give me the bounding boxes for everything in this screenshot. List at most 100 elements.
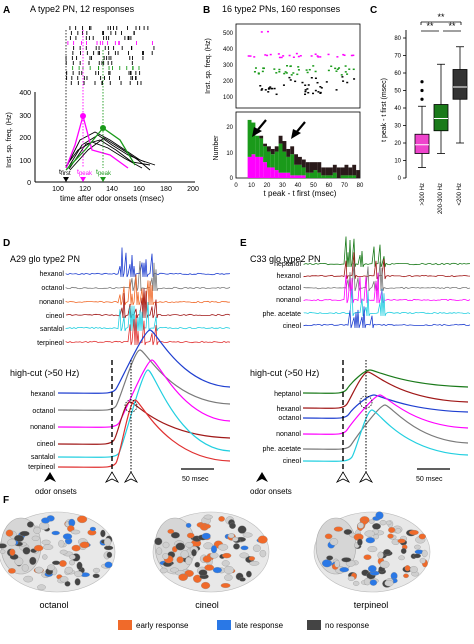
f-glomerulus (364, 530, 375, 537)
b-point-black (289, 79, 292, 81)
b-point-black (319, 86, 322, 88)
b-point-black (261, 88, 264, 90)
a-ytick-1: 100 (19, 158, 31, 165)
a-curve-magenta (65, 113, 129, 169)
b-bar-green (274, 151, 279, 171)
b-bar-magenta (259, 156, 264, 178)
spike-trace (65, 314, 231, 346)
c-ytick: 10 (394, 159, 401, 165)
b-point-black (316, 81, 319, 84)
e-odor-4: phe. acetate (262, 311, 301, 318)
b-point-black (301, 81, 304, 84)
b-bar-magenta (298, 175, 302, 178)
f-glomerulus (347, 576, 355, 581)
f-glomerulus-early (204, 564, 215, 571)
b-point-black (304, 84, 307, 87)
f-map-2 (313, 511, 431, 593)
a-tpeak-arrow-magenta (80, 177, 86, 182)
b-bar-green (348, 175, 353, 178)
b-xtick: 70 (341, 183, 348, 189)
f-glomerulus (385, 520, 392, 526)
f-glomerulus (59, 576, 69, 583)
d-peak-circle (124, 399, 138, 413)
a-peak-dot-green (100, 125, 106, 131)
panel-a-ylabel: Inst. sp. freq. (Hz) (6, 112, 13, 168)
b-point-green (340, 74, 343, 76)
e-odor-2: octanol (278, 285, 301, 292)
b-point-magenta (267, 30, 269, 33)
e-onset-arrows (256, 471, 374, 483)
b-bar-black (317, 162, 322, 173)
b-top-ytick-1: 200 (223, 79, 234, 85)
b-bot-ytick-2: 20 (226, 125, 233, 131)
b-point-green (334, 67, 337, 70)
f-glomerulus-late (62, 533, 73, 540)
f-glomerulus (14, 557, 24, 566)
b-bar-green (255, 135, 260, 157)
f-glomerulus-early (387, 533, 394, 539)
f-glomerulus (0, 549, 6, 554)
panel-d-letter: D (3, 238, 10, 249)
f-glomerulus-early (409, 529, 419, 536)
e-scale-label: 50 msec (416, 476, 443, 483)
f-glomerulus (69, 554, 76, 560)
b-point-green (344, 65, 347, 67)
c-ytick: 40 (394, 106, 401, 112)
f-glomerulus-late (210, 545, 218, 554)
b-point-green (314, 70, 317, 73)
a-xtick-1: 120 (79, 186, 91, 193)
b-point-black (319, 92, 322, 94)
f-glomerulus (41, 539, 51, 545)
b-point-magenta (282, 55, 285, 57)
f-map-1 (152, 511, 270, 593)
f-glomerulus (368, 519, 375, 524)
f-glomerulus-early (324, 533, 333, 540)
a-ytick-4: 400 (19, 90, 31, 97)
b-point-black (259, 85, 262, 87)
b-bar-green (305, 172, 310, 178)
b-point-green (262, 67, 265, 70)
f-glomerulus-none (400, 548, 407, 554)
f-glomerulus (334, 560, 341, 568)
f-glomerulus-none (106, 551, 113, 559)
panel-b-top-frame (235, 23, 361, 109)
b-bar-black (263, 143, 267, 147)
b-top-ytick-0: 100 (223, 95, 234, 101)
b-bar-magenta (282, 172, 287, 178)
d-low-odor-5: terpineol (28, 464, 55, 471)
b-point-black (325, 81, 328, 83)
b-point-green (278, 71, 281, 73)
smoothed-trace (302, 394, 469, 435)
f-glomerulus-none (170, 531, 180, 539)
b-bar-green (298, 164, 302, 176)
f-glomerulus (33, 527, 41, 534)
a-curve-green (65, 127, 136, 171)
d-low-odor-0: hexanol (30, 391, 55, 398)
f-glomerulus-none (22, 547, 31, 555)
f-glomerulus (185, 542, 194, 548)
f-glomerulus (419, 557, 426, 564)
panel-d-lower-labels: hexanol octanol nonanol cineol santalol … (28, 391, 55, 471)
b-bar-black (356, 170, 360, 178)
b-bar-green (259, 138, 264, 157)
f-glomerulus (47, 564, 56, 571)
panel-c-boxes (414, 46, 468, 168)
d-low-odor-4: santalol (31, 454, 56, 461)
f-glomerulus (103, 537, 112, 547)
b-xtick: 40 (295, 183, 302, 189)
d-onset-arrow-filled (44, 472, 56, 482)
e-odor-1: hexanol (276, 273, 301, 280)
spike-trace (65, 302, 231, 332)
b-point-black (267, 88, 270, 90)
e-low-odor-2: octanol (278, 415, 301, 422)
f-glomerulus-none (14, 534, 24, 542)
spike-trace (65, 247, 231, 278)
smoothed-trace (57, 401, 231, 445)
b-bar-black (329, 167, 333, 176)
f-glomerulus (357, 522, 364, 529)
f-glomerulus-early (77, 515, 88, 524)
smoothed-trace (57, 399, 231, 468)
f-glomerulus-late (41, 517, 51, 524)
d-low-odor-3: cineol (37, 441, 56, 448)
b-point-green (285, 72, 288, 74)
